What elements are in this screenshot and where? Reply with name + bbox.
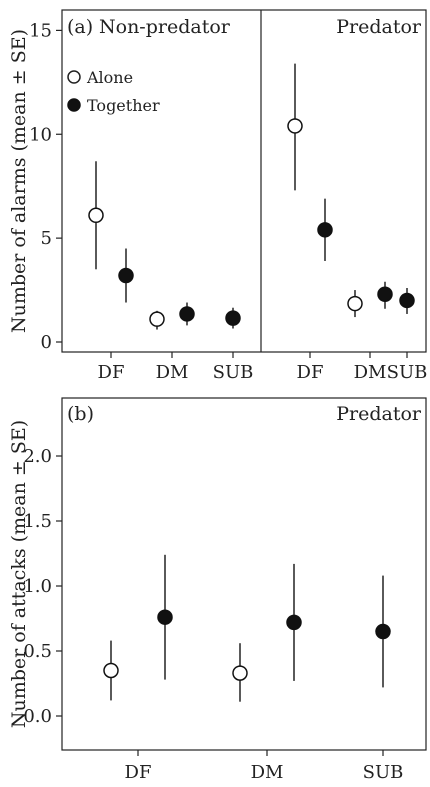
y-tick-label: 5 (41, 228, 52, 249)
panel-a-frame (61, 9, 427, 353)
x-tick-label-df: DF (98, 362, 125, 383)
panel-a-y-axis-title: Number of alarms (mean ± SE) (8, 29, 30, 333)
point-non-predator-alone-dm (149, 310, 165, 330)
panel-b-chart: (b) Predator Number of attacks (mean ± S… (8, 397, 427, 783)
x-tick-label-df: DF (297, 362, 324, 383)
point-non-predator-together-sub-marker (225, 310, 241, 326)
y-tick-label: 1.0 (23, 576, 52, 597)
panel-b-y-axis-title: Number of attacks (mean ± SE) (8, 420, 30, 728)
legend-marker-alone (67, 70, 81, 84)
panel-a-y-ticks: 0 5 10 15 (29, 20, 62, 353)
point-predator-alone-df (287, 63, 303, 191)
point-predator-together-dm (377, 281, 393, 309)
panel-a-points (88, 63, 415, 330)
x-tick-label-dm: DM (354, 362, 387, 383)
x-tick-label-df: DF (125, 762, 152, 783)
point-predator-together-sub-marker (399, 292, 415, 309)
point-non-predator-together-sub (225, 307, 241, 329)
point-predator-alone-dm-marker (347, 295, 363, 312)
point-non-predator-alone-df-marker (88, 207, 104, 224)
y-tick-label: 1.5 (23, 511, 52, 532)
point-attacks-together-dm (286, 563, 302, 681)
panel-a-chart: (a) Non-predator Predator Alone Together… (8, 9, 428, 383)
point-non-predator-together-df-marker (118, 267, 134, 284)
y-tick-label: 0 (41, 332, 52, 353)
point-non-predator-together-dm (179, 302, 195, 326)
point-non-predator-alone-df (88, 161, 104, 270)
point-predator-together-dm-marker (377, 286, 393, 302)
point-attacks-alone-df (103, 640, 119, 701)
x-tick-label-dm: DM (156, 362, 189, 383)
legend: Alone Together (67, 68, 160, 115)
section-title-predator: Predator (336, 16, 422, 38)
point-non-predator-alone-dm-marker (149, 311, 165, 327)
point-predator-together-df (317, 198, 333, 261)
x-tick-label-sub: SUB (387, 362, 428, 383)
point-predator-together-sub (399, 287, 415, 314)
point-non-predator-together-dm-marker (179, 306, 195, 322)
panel-a-x-ticks: DF DM SUB DF DM SUB (98, 352, 428, 383)
point-non-predator-together-df (118, 248, 134, 303)
x-tick-label-dm: DM (251, 762, 284, 783)
panel-b-points (103, 554, 391, 702)
y-tick-label: 0.0 (23, 706, 52, 727)
point-attacks-alone-dm (232, 643, 248, 702)
x-tick-label-sub: SUB (363, 762, 404, 783)
point-predator-together-df-marker (317, 222, 333, 238)
panel-b-title: Predator (336, 403, 422, 425)
x-tick-label-sub: SUB (213, 362, 254, 383)
panel-b-label: (b) (67, 403, 94, 425)
point-attacks-together-sub (375, 575, 391, 688)
y-tick-label: 0.5 (23, 641, 52, 662)
legend-label-together: Together (87, 96, 160, 115)
point-attacks-together-df-marker (157, 609, 173, 625)
section-title-non-predator: Non-predator (99, 16, 231, 38)
y-tick-label: 10 (29, 124, 52, 145)
point-predator-alone-df-marker (287, 118, 303, 134)
panel-a-label: (a) (67, 16, 93, 38)
point-predator-alone-dm (347, 290, 363, 318)
panel-b-frame (61, 397, 427, 751)
point-attacks-alone-df-marker (103, 662, 119, 679)
legend-label-alone: Alone (86, 68, 133, 87)
point-attacks-alone-dm-marker (232, 665, 248, 681)
point-attacks-together-sub-marker (375, 623, 391, 640)
point-attacks-together-dm-marker (286, 614, 302, 631)
panel-b-x-ticks: DF DM SUB (125, 750, 404, 783)
legend-marker-together (67, 98, 81, 112)
panel-b-y-ticks: 0.0 0.5 1.0 1.5 2.0 (23, 446, 62, 727)
point-attacks-together-df (157, 554, 173, 680)
y-tick-label: 2.0 (23, 446, 52, 467)
y-tick-label: 15 (29, 20, 52, 41)
